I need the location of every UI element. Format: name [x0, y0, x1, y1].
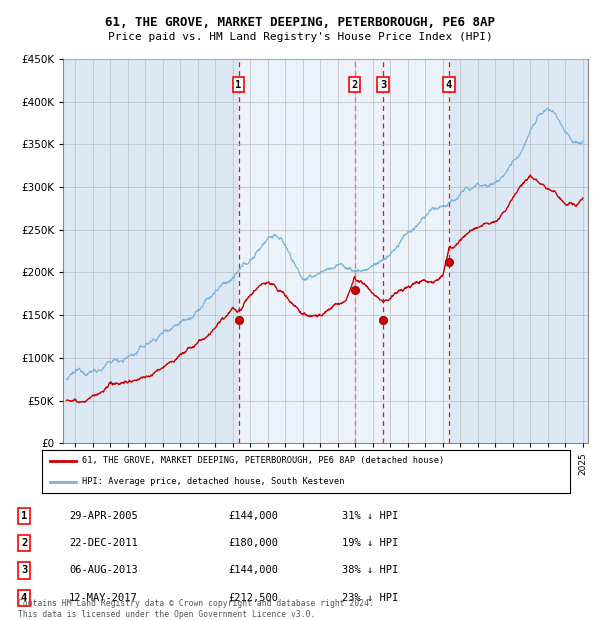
Text: 61, THE GROVE, MARKET DEEPING, PETERBOROUGH, PE6 8AP: 61, THE GROVE, MARKET DEEPING, PETERBORO… — [105, 16, 495, 29]
Text: £180,000: £180,000 — [228, 538, 278, 548]
Text: 4: 4 — [21, 593, 27, 603]
Text: 12-MAY-2017: 12-MAY-2017 — [69, 593, 138, 603]
Bar — [239, 59, 449, 443]
Text: 31% ↓ HPI: 31% ↓ HPI — [342, 511, 398, 521]
Text: 61, THE GROVE, MARKET DEEPING, PETERBOROUGH, PE6 8AP (detached house): 61, THE GROVE, MARKET DEEPING, PETERBORO… — [82, 456, 444, 465]
Text: Contains HM Land Registry data © Crown copyright and database right 2024.
This d: Contains HM Land Registry data © Crown c… — [18, 600, 374, 619]
Text: £144,000: £144,000 — [228, 511, 278, 521]
Text: Price paid vs. HM Land Registry's House Price Index (HPI): Price paid vs. HM Land Registry's House … — [107, 32, 493, 42]
Text: HPI: Average price, detached house, South Kesteven: HPI: Average price, detached house, Sout… — [82, 477, 344, 486]
Text: 3: 3 — [21, 565, 27, 575]
Text: £144,000: £144,000 — [228, 565, 278, 575]
Text: 22-DEC-2011: 22-DEC-2011 — [69, 538, 138, 548]
Text: 2: 2 — [352, 79, 358, 89]
Text: 06-AUG-2013: 06-AUG-2013 — [69, 565, 138, 575]
Text: 2: 2 — [21, 538, 27, 548]
Text: 23% ↓ HPI: 23% ↓ HPI — [342, 593, 398, 603]
Text: 38% ↓ HPI: 38% ↓ HPI — [342, 565, 398, 575]
Text: 4: 4 — [446, 79, 452, 89]
Text: 1: 1 — [235, 79, 242, 89]
Text: 1: 1 — [21, 511, 27, 521]
Text: 29-APR-2005: 29-APR-2005 — [69, 511, 138, 521]
Text: 3: 3 — [380, 79, 386, 89]
Text: £212,500: £212,500 — [228, 593, 278, 603]
Text: 19% ↓ HPI: 19% ↓ HPI — [342, 538, 398, 548]
